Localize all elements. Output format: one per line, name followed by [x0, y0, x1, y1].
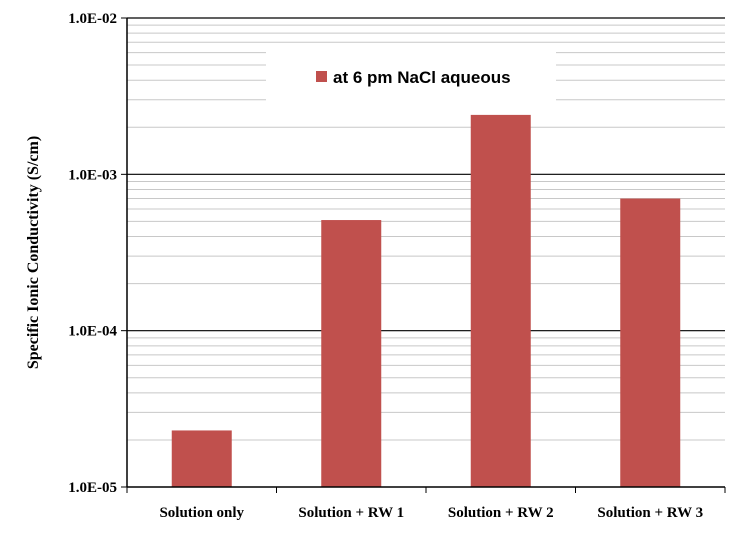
bar-3 [470, 114, 531, 487]
x-tick-label: Solution + RW 3 [597, 505, 703, 521]
bars [171, 114, 681, 487]
y-tick-label: 1.0E-03 [68, 167, 117, 183]
bar-2 [321, 220, 382, 487]
x-tick-label: Solution + RW 2 [448, 505, 554, 521]
x-tick-labels: Solution only Solution + RW 1 Solution + R… [126, 487, 726, 521]
y-tick-labels: 1.0E-05 1.0E-04 1.0E-03 1.0E-02 [68, 11, 127, 496]
y-tick-label: 1.0E-02 [68, 11, 117, 27]
bar-4 [620, 198, 681, 487]
legend-box [266, 52, 556, 104]
legend-swatch [316, 71, 327, 82]
bar-1 [171, 430, 232, 487]
x-tick-label: Solution + RW 1 [298, 505, 404, 521]
y-axis-label: Specific Ionic Conductivity (S/cm) [25, 136, 42, 369]
legend-label: at 6 pm NaCl aqueous [333, 68, 511, 87]
y-tick-label: 1.0E-04 [68, 324, 117, 340]
y-tick-label: 1.0E-05 [68, 480, 117, 496]
x-tick-label: Solution only [159, 505, 244, 521]
